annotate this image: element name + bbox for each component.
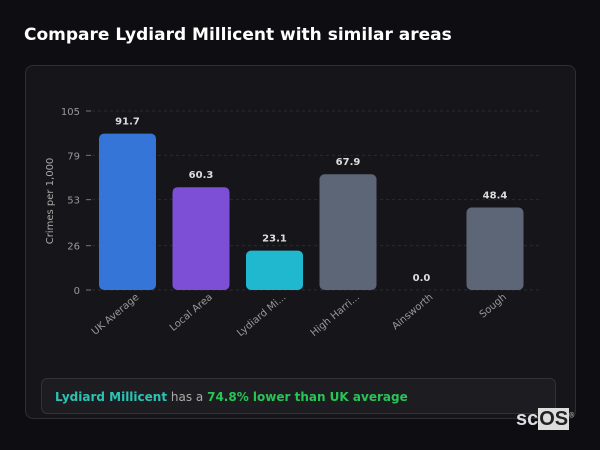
data-label: 48.4	[483, 190, 508, 201]
x-tick-label: Ainsworth	[390, 292, 435, 332]
y-axis-label: Crimes per 1,000	[45, 158, 56, 245]
summary-area: Lydiard Millicent	[55, 390, 168, 404]
summary-box: Lydiard Millicent has a 74.8% lower than…	[41, 378, 556, 414]
y-tick-label: 26	[67, 242, 80, 253]
y-tick-label: 0	[74, 286, 80, 297]
bar	[246, 250, 303, 290]
bar	[319, 174, 377, 290]
x-tick-label: Local Area	[168, 292, 215, 334]
data-label: 67.9	[336, 157, 361, 168]
summary-text: has a	[167, 390, 208, 404]
data-label: 91.7	[115, 117, 140, 128]
y-tick-label: 105	[61, 107, 80, 118]
page-title: Compare Lydiard Millicent with similar a…	[24, 25, 452, 45]
data-label: 60.3	[189, 170, 214, 181]
y-tick-label: 79	[67, 151, 80, 162]
summary-result: 74.8% lower than UK average	[207, 390, 408, 404]
bar	[466, 207, 524, 290]
scos-logo: scOS®	[516, 408, 575, 430]
x-tick-label: High Harri...	[309, 292, 362, 339]
x-tick-label: Lydiard Mi...	[235, 292, 288, 339]
y-tick-label: 53	[67, 196, 80, 207]
bar	[172, 187, 230, 290]
data-label: 0.0	[413, 273, 431, 284]
bar	[99, 133, 156, 290]
x-tick-label: UK Average	[90, 292, 142, 338]
data-label: 23.1	[262, 234, 287, 245]
x-tick-label: Sough	[478, 292, 509, 321]
